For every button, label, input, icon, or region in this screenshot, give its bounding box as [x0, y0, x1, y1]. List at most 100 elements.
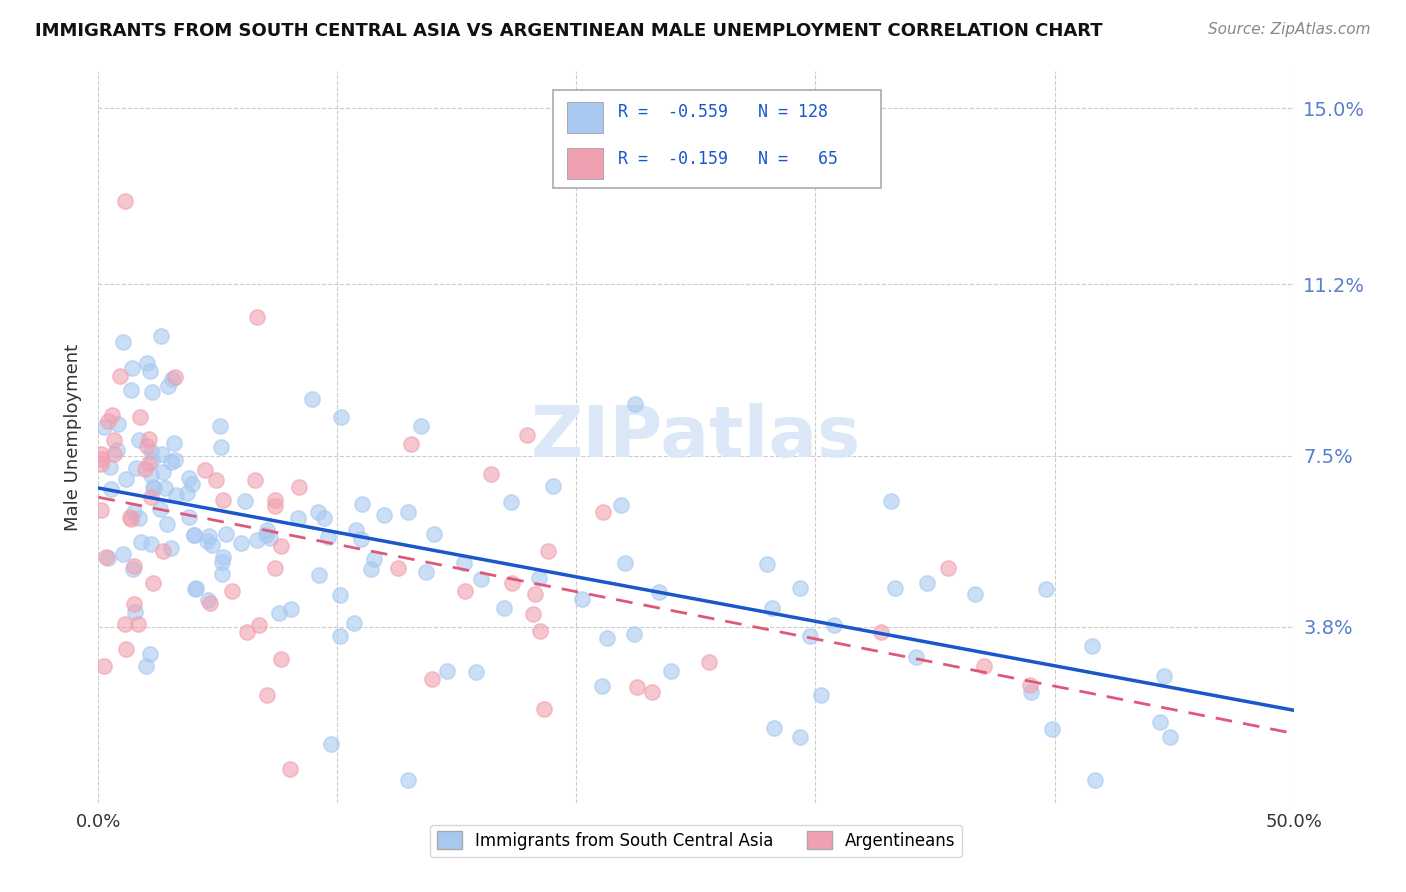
Point: [135, 658, 157, 673]
Point: [523, 587, 546, 601]
Point: [1019, 684, 1042, 698]
Point: [870, 625, 893, 640]
Y-axis label: Male Unemployment: Male Unemployment: [63, 343, 82, 531]
Point: [533, 702, 555, 716]
Point: [308, 567, 330, 582]
Point: [141, 453, 163, 467]
Point: [420, 672, 443, 686]
Point: [1153, 669, 1175, 683]
Point: [245, 473, 267, 487]
Point: [211, 566, 233, 581]
Point: [122, 562, 145, 576]
Point: [396, 772, 419, 787]
Point: [329, 629, 352, 643]
Point: [1149, 714, 1171, 729]
Point: [141, 490, 163, 504]
Point: [344, 523, 367, 537]
Point: [288, 480, 311, 494]
Point: [160, 372, 183, 386]
Point: [387, 561, 409, 575]
Point: [121, 360, 143, 375]
Point: [120, 384, 142, 398]
Point: [150, 329, 173, 343]
Point: [195, 533, 218, 548]
Point: [287, 511, 309, 525]
Point: [541, 479, 564, 493]
Point: [179, 509, 201, 524]
Point: [114, 194, 136, 208]
Point: [470, 573, 492, 587]
Point: [141, 536, 163, 550]
Point: [256, 523, 278, 537]
Point: [163, 453, 186, 467]
Point: [129, 410, 152, 425]
Point: [454, 583, 477, 598]
Point: [184, 581, 207, 595]
Point: [235, 625, 257, 640]
Point: [264, 493, 287, 508]
Point: [100, 408, 122, 422]
Point: [183, 528, 205, 542]
Point: [212, 550, 235, 565]
Point: [247, 618, 270, 632]
Text: R =  -0.559   N = 128: R = -0.559 N = 128: [619, 103, 828, 121]
Point: [131, 534, 153, 549]
Point: [124, 606, 146, 620]
Text: R =  -0.159   N =   65: R = -0.159 N = 65: [619, 150, 838, 168]
Point: [610, 499, 633, 513]
Point: [762, 721, 785, 735]
Point: [522, 607, 544, 622]
Point: [479, 467, 502, 481]
Point: [316, 530, 339, 544]
Point: [200, 596, 222, 610]
Point: [156, 516, 179, 531]
Point: [789, 581, 811, 595]
Point: [176, 486, 198, 500]
Point: [527, 571, 550, 585]
Point: [319, 737, 342, 751]
Point: [596, 632, 619, 646]
Point: [330, 409, 353, 424]
Point: [537, 543, 560, 558]
Point: [648, 585, 671, 599]
Point: [90, 451, 112, 466]
Point: [965, 587, 987, 601]
Point: [254, 528, 277, 542]
Point: [197, 592, 219, 607]
Point: [211, 555, 233, 569]
Point: [329, 588, 352, 602]
Point: [142, 481, 165, 495]
Point: [221, 584, 243, 599]
Point: [194, 462, 217, 476]
Point: [100, 482, 122, 496]
Point: [177, 471, 200, 485]
Point: [360, 561, 382, 575]
Point: [90, 447, 112, 461]
Point: [415, 565, 437, 579]
Point: [501, 495, 523, 509]
Point: [810, 688, 832, 702]
Point: [422, 527, 444, 541]
Point: [96, 550, 118, 565]
Point: [181, 477, 204, 491]
Point: [183, 528, 205, 542]
Point: [134, 462, 156, 476]
Point: [755, 557, 778, 571]
Point: [208, 419, 231, 434]
Point: [138, 647, 160, 661]
Point: [1159, 730, 1181, 744]
Point: [93, 658, 115, 673]
Point: [149, 501, 172, 516]
Legend: Immigrants from South Central Asia, Argentineans: Immigrants from South Central Asia, Arge…: [430, 824, 962, 856]
Point: [115, 472, 138, 486]
Point: [108, 369, 131, 384]
Point: [150, 446, 173, 460]
Point: [142, 575, 165, 590]
Point: [160, 541, 183, 556]
Bar: [553, 89, 882, 188]
Point: [270, 652, 292, 666]
Point: [789, 730, 811, 744]
Point: [626, 680, 648, 694]
Point: [105, 442, 128, 457]
Point: [98, 459, 121, 474]
